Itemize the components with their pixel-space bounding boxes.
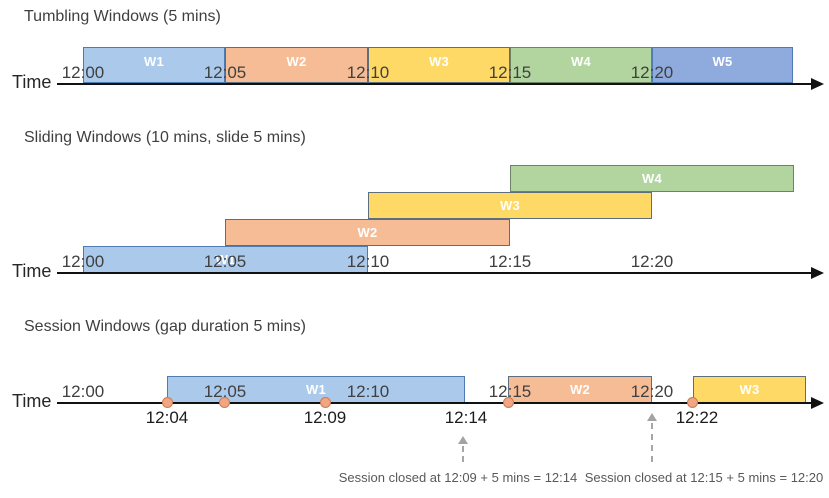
event-time-label: 12:14 — [444, 408, 488, 427]
window-label: W2 — [569, 382, 591, 397]
window-label: W1 — [305, 382, 327, 397]
window-box-w2: W2 — [508, 376, 652, 403]
event-time-label: 12:22 — [675, 408, 719, 427]
event-dot — [503, 397, 514, 408]
tick-label: 12:05 — [203, 252, 247, 271]
window-box-w2: W2 — [225, 47, 368, 83]
tick-label: 12:05 — [203, 382, 247, 401]
tick-label: 12:20 — [630, 252, 674, 271]
section-title: Tumbling Windows (5 mins) — [24, 8, 221, 25]
tick-label: 12:10 — [346, 252, 390, 271]
tick-label: 12:15 — [488, 252, 532, 271]
section-title: Sliding Windows (10 mins, slide 5 mins) — [24, 129, 306, 146]
window-box-w3: W3 — [368, 192, 652, 219]
window-box-w4: W4 — [510, 165, 794, 192]
window-label: W4 — [641, 171, 663, 186]
window-label: W5 — [712, 54, 733, 69]
event-dot — [320, 397, 331, 408]
dashed-arrow-up-icon — [647, 413, 657, 421]
window-box-w1: W1 — [83, 47, 225, 83]
session-annotation: Session closed at 12:15 + 5 mins = 12:20 — [584, 470, 824, 485]
event-dot — [687, 397, 698, 408]
tick-label: 12:05 — [203, 63, 247, 82]
window-box-w4: W4 — [510, 47, 652, 83]
tick-label: 12:00 — [61, 63, 105, 82]
tick-label: 12:20 — [630, 63, 674, 82]
window-label: W3 — [428, 54, 450, 69]
window-label: W3 — [499, 198, 521, 213]
tick-label: 12:15 — [488, 382, 532, 401]
event-time-label: 12:04 — [145, 408, 189, 427]
window-label: W1 — [215, 252, 236, 267]
window-label: W1 — [143, 54, 165, 69]
time-axis-label: Time — [12, 261, 52, 281]
window-box-w3: W3 — [368, 47, 510, 83]
axis-arrowhead-icon — [811, 267, 824, 279]
dashed-arrow-line — [651, 423, 653, 462]
window-box-w5: W5 — [652, 47, 793, 83]
time-axis-line — [57, 83, 813, 85]
event-dot — [162, 397, 173, 408]
window-label: W2 — [286, 54, 307, 69]
dashed-arrow-up-icon — [458, 436, 468, 444]
time-axis-label: Time — [12, 391, 52, 411]
event-time-label: 12:09 — [303, 408, 347, 427]
session-annotation: Session closed at 12:09 + 5 mins = 12:14 — [338, 470, 578, 485]
time-axis-line — [57, 402, 813, 404]
time-axis-line — [57, 272, 813, 274]
tick-label: 12:15 — [488, 63, 532, 82]
window-label: W4 — [570, 54, 592, 69]
event-dot — [219, 397, 230, 408]
tick-label: 12:00 — [61, 252, 105, 271]
window-box-w3: W3 — [693, 376, 806, 403]
axis-arrowhead-icon — [811, 78, 824, 90]
axis-arrowhead-icon — [811, 397, 824, 409]
time-axis-label: Time — [12, 72, 52, 92]
dashed-arrow-line — [462, 446, 464, 462]
window-label: W3 — [739, 382, 760, 397]
tick-label: 12:00 — [61, 382, 105, 401]
tick-label: 12:10 — [346, 382, 390, 401]
section-title: Session Windows (gap duration 5 mins) — [24, 318, 306, 335]
tick-label: 12:10 — [346, 63, 390, 82]
window-box-w2: W2 — [225, 219, 510, 246]
tick-label: 12:20 — [630, 382, 674, 401]
window-box-w1: W1 — [167, 376, 465, 403]
window-label: W2 — [357, 225, 378, 240]
